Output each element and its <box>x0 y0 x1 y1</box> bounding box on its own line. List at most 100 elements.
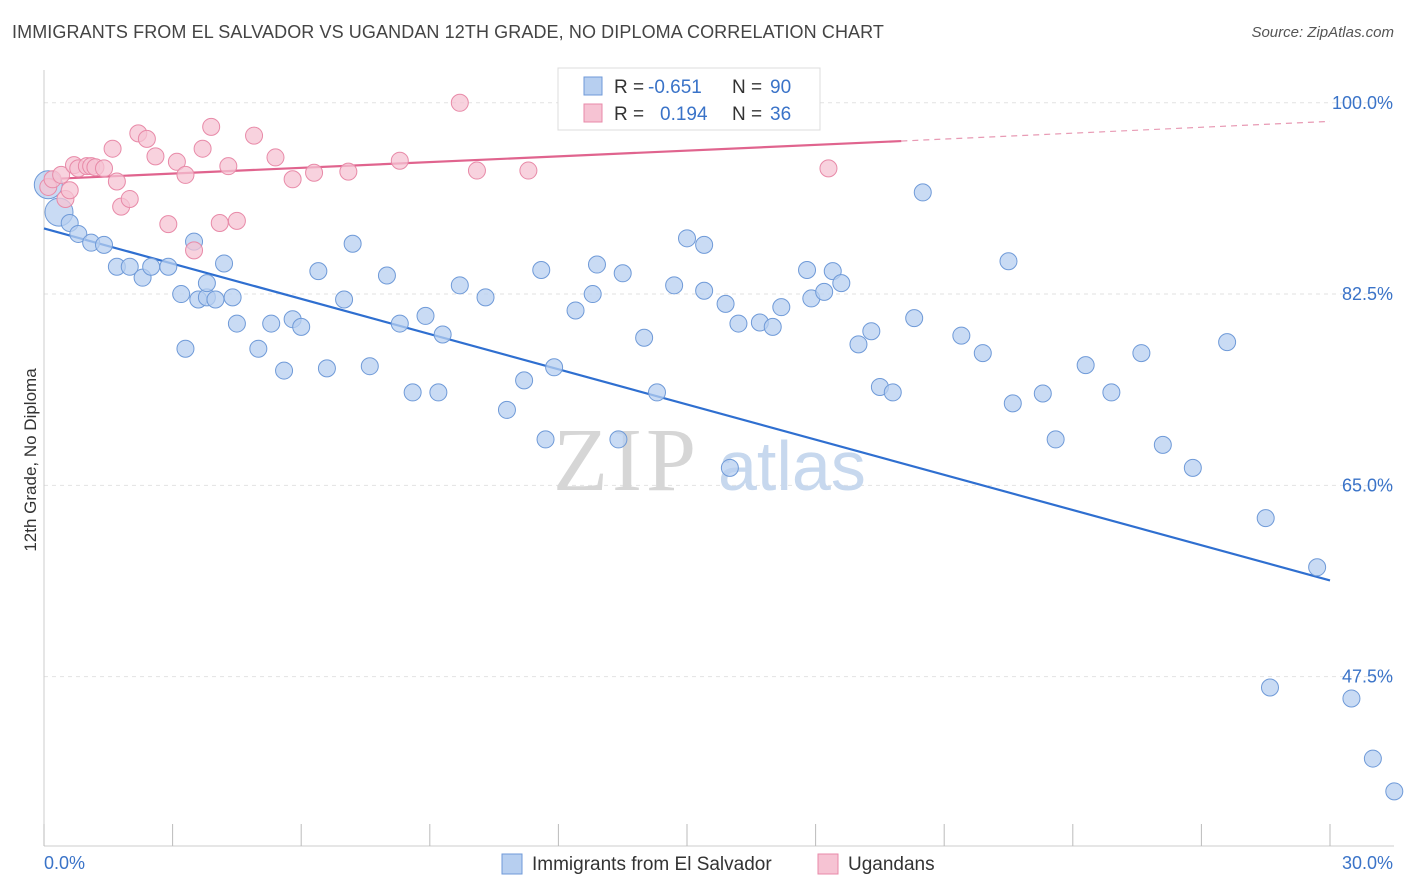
point-ugandans-23 <box>202 117 221 136</box>
point-el-salvador-5 <box>95 235 114 254</box>
axes <box>43 70 1394 847</box>
point-ugandans-31 <box>390 151 409 170</box>
point-el-salvador-36 <box>433 325 452 344</box>
trend-line-ugandans-extension <box>901 120 1331 142</box>
legend-r-value-1: 0.194 <box>660 104 708 125</box>
point-ugandans-17 <box>146 147 165 166</box>
point-el-salvador-56 <box>729 314 748 333</box>
point-el-salvador-11 <box>172 285 191 304</box>
point-el-salvador-89 <box>1385 782 1404 801</box>
legend-swatch-blue <box>583 76 603 96</box>
legend-n-value-1: 36 <box>770 104 791 125</box>
series-legend-label-0: Immigrants from El Salvador <box>532 854 772 875</box>
point-el-salvador-80 <box>1132 344 1151 363</box>
legend-n-label-1: N = <box>732 104 762 125</box>
point-el-salvador-43 <box>536 430 555 449</box>
point-ugandans-24 <box>219 157 238 176</box>
point-el-salvador-19 <box>223 288 242 307</box>
point-el-salvador-17 <box>197 274 216 293</box>
watermark: ZIP atlas <box>553 411 866 510</box>
point-el-salvador-63 <box>815 282 834 301</box>
y-axis-title: 12th Grade, No Diploma <box>21 368 40 552</box>
point-el-salvador-33 <box>403 383 422 402</box>
point-el-salvador-73 <box>973 344 992 363</box>
point-el-salvador-18 <box>215 254 234 273</box>
point-el-salvador-16 <box>176 339 195 358</box>
point-el-salvador-51 <box>665 276 684 295</box>
point-el-salvador-69 <box>883 383 902 402</box>
point-el-salvador-59 <box>763 317 782 336</box>
series-legend-swatch-1 <box>817 853 839 875</box>
point-ugandans-27 <box>266 148 285 167</box>
point-el-salvador-30 <box>360 357 379 376</box>
point-el-salvador-28 <box>335 290 354 309</box>
point-el-salvador-79 <box>1102 383 1121 402</box>
point-el-salvador-10 <box>159 257 178 276</box>
point-el-salvador-42 <box>545 358 564 377</box>
point-el-salvador-57 <box>720 458 739 477</box>
point-el-salvador-47 <box>613 264 632 283</box>
point-el-salvador-76 <box>1033 384 1052 403</box>
point-el-salvador-54 <box>695 281 714 300</box>
point-ugandans-32 <box>450 93 469 112</box>
point-el-salvador-15 <box>206 290 225 309</box>
point-el-salvador-46 <box>583 285 602 304</box>
point-el-salvador-88 <box>1363 749 1382 768</box>
series-legend-swatch-0 <box>501 853 523 875</box>
point-el-salvador-44 <box>566 301 585 320</box>
point-el-salvador-49 <box>635 328 654 347</box>
point-ugandans-19 <box>167 152 186 171</box>
point-el-salvador-85 <box>1308 558 1327 577</box>
point-ugandans-26 <box>245 126 264 145</box>
point-el-salvador-20 <box>227 314 246 333</box>
legend-n-value-0: 90 <box>770 77 791 98</box>
point-el-salvador-27 <box>317 359 336 378</box>
point-ugandans-33 <box>467 161 486 180</box>
point-el-salvador-66 <box>849 335 868 354</box>
point-ugandans-2 <box>52 165 71 184</box>
x-tick-label-1: 30.0% <box>1342 853 1393 873</box>
point-ugandans-10 <box>95 159 114 178</box>
legend-n-label-0: N = <box>732 77 762 98</box>
point-ugandans-22 <box>193 139 212 158</box>
point-ugandans-28 <box>283 170 302 189</box>
point-ugandans-20 <box>176 165 195 184</box>
point-el-salvador-61 <box>798 261 817 280</box>
point-ugandans-30 <box>339 162 358 181</box>
point-el-salvador-25 <box>292 317 311 336</box>
point-el-salvador-26 <box>309 262 328 281</box>
legend-r-label-1: R = <box>614 104 644 125</box>
point-el-salvador-55 <box>716 294 735 313</box>
point-el-salvador-50 <box>647 383 666 402</box>
point-el-salvador-81 <box>1153 435 1172 454</box>
y-tick-label-3: 100.0% <box>1332 93 1393 113</box>
y-tick-label-2: 82.5% <box>1342 284 1393 304</box>
point-ugandans-11 <box>103 139 122 158</box>
point-el-salvador-53 <box>695 235 714 254</box>
point-el-salvador-21 <box>249 339 268 358</box>
watermark-zip: ZIP <box>553 411 700 510</box>
point-el-salvador-67 <box>862 322 881 341</box>
point-el-salvador-60 <box>772 298 791 317</box>
point-ugandans-18 <box>159 215 178 234</box>
point-el-salvador-78 <box>1076 356 1095 375</box>
point-ugandans-extra-0 <box>210 214 229 233</box>
point-el-salvador-70 <box>905 309 924 328</box>
point-el-salvador-9 <box>142 257 161 276</box>
point-el-salvador-65 <box>832 274 851 293</box>
trend-line-el-salvador <box>43 227 1331 582</box>
series-legend-label-1: Ugandans <box>848 854 935 875</box>
watermark-atlas: atlas <box>718 427 866 505</box>
point-el-salvador-83 <box>1218 333 1237 352</box>
point-el-salvador-22 <box>262 314 281 333</box>
point-el-salvador-7 <box>120 257 139 276</box>
legend-swatch-pink <box>583 103 603 123</box>
x-tick-label-0: 0.0% <box>44 853 85 873</box>
y-tick-label-1: 65.0% <box>1342 475 1393 495</box>
series-legend: Immigrants from El Salvador Ugandans <box>501 853 935 875</box>
point-el-salvador-41 <box>532 261 551 280</box>
point-el-salvador-75 <box>1003 394 1022 413</box>
x-tick-labels: 0.0% 30.0% <box>44 853 1393 873</box>
point-ugandans-34 <box>519 161 538 180</box>
